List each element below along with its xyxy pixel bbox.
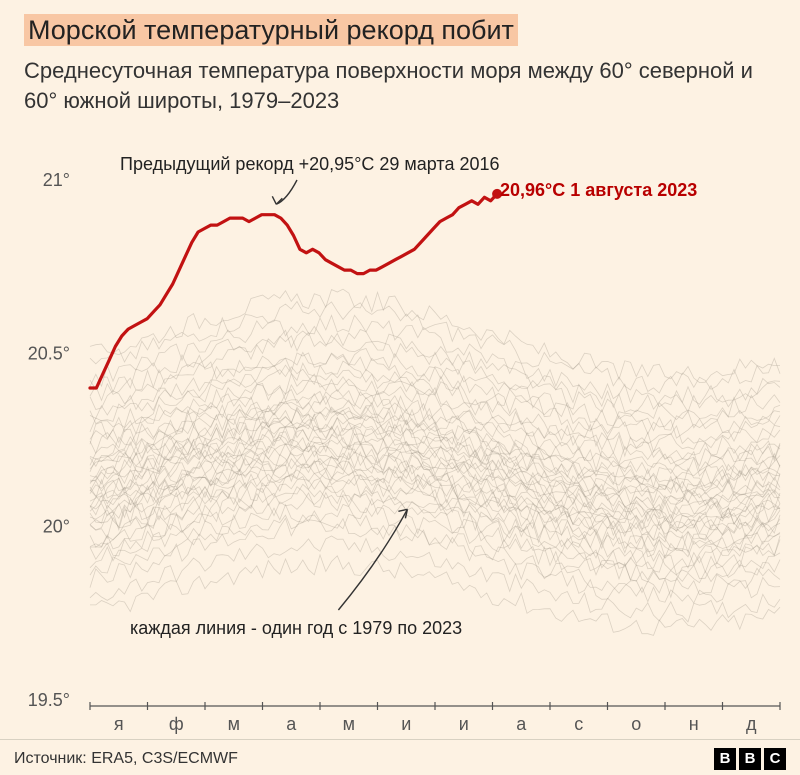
title-highlight: Морской температурный рекорд побит	[24, 14, 518, 46]
source-prefix: Источник:	[14, 750, 91, 767]
svg-text:д: д	[746, 714, 757, 734]
svg-text:с: с	[574, 714, 583, 734]
annotation-previous-record: Предыдущий рекорд +20,95°C 29 марта 2016	[120, 154, 500, 175]
svg-text:я: я	[114, 714, 124, 734]
svg-text:19.5°: 19.5°	[28, 690, 70, 710]
svg-text:а: а	[286, 714, 297, 734]
chart-svg: 19.5° 20° 20.5° 21° я ф м а м и и а с о н д	[0, 140, 800, 735]
annotation-lines-legend: каждая линия - один год с 1979 по 2023	[130, 618, 462, 639]
svg-text:21°: 21°	[43, 170, 70, 190]
svg-text:и: и	[459, 714, 469, 734]
figure-container: Морской температурный рекорд побит Средн…	[0, 0, 800, 775]
svg-text:н: н	[689, 714, 699, 734]
source-text: ERA5, C3S/ECMWF	[91, 750, 238, 767]
bbc-b1: B	[714, 748, 736, 770]
svg-text:и: и	[401, 714, 411, 734]
svg-text:м: м	[343, 714, 355, 734]
svg-text:а: а	[516, 714, 527, 734]
svg-text:о: о	[631, 714, 641, 734]
bbc-b2: B	[739, 748, 761, 770]
bbc-logo: B B C	[714, 748, 786, 770]
svg-text:ф: ф	[169, 714, 184, 734]
chart-area: 19.5° 20° 20.5° 21° я ф м а м и и а с о н д Предыдущий …	[0, 140, 800, 733]
source-line: Источник: ERA5, C3S/ECMWF	[14, 750, 238, 768]
bbc-c: C	[764, 748, 786, 770]
chart-title: Морской температурный рекорд побит	[0, 0, 800, 52]
chart-subtitle: Среднесуточная температура поверхности м…	[0, 52, 800, 125]
footer: Источник: ERA5, C3S/ECMWF B B C	[0, 739, 800, 775]
annotation-new-record: 20,96°C 1 августа 2023	[500, 180, 697, 201]
svg-text:м: м	[228, 714, 240, 734]
svg-text:20.5°: 20.5°	[28, 343, 70, 363]
svg-text:20°: 20°	[43, 517, 70, 537]
